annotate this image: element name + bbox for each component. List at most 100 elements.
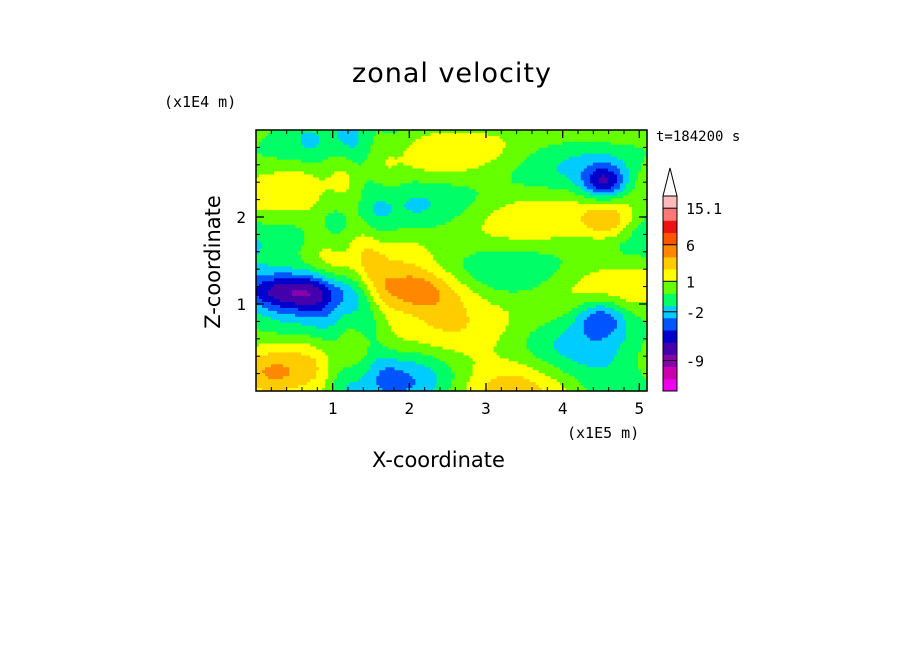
heatmap-cell xyxy=(256,130,260,134)
heatmap-cell xyxy=(352,192,356,196)
heatmap-cell xyxy=(523,159,528,164)
heatmap-cell xyxy=(277,236,281,241)
heatmap-cell xyxy=(589,216,594,220)
heatmap-cell xyxy=(415,132,420,137)
heatmap-cell xyxy=(607,210,612,214)
heatmap-cell xyxy=(625,207,630,211)
heatmap-cell xyxy=(595,135,600,140)
heatmap-cell xyxy=(517,144,522,149)
heatmap-cell xyxy=(304,174,308,179)
heatmap-cell xyxy=(535,165,540,170)
heatmap-cell xyxy=(451,210,456,214)
heatmap-cell xyxy=(589,233,594,238)
heatmap-cell xyxy=(289,192,293,196)
heatmap-cell xyxy=(544,207,549,211)
heatmap-cell xyxy=(466,132,471,137)
heatmap-cell xyxy=(283,195,287,199)
heatmap-cell xyxy=(490,159,495,164)
heatmap-cell xyxy=(565,230,570,235)
heatmap-cell xyxy=(544,221,549,226)
heatmap-cell xyxy=(349,192,353,196)
heatmap-cell xyxy=(544,171,549,176)
heatmap-cell xyxy=(511,221,516,226)
heatmap-cell xyxy=(544,144,549,149)
heatmap-cell xyxy=(262,183,266,187)
heatmap-cell xyxy=(445,144,450,149)
heatmap-cell xyxy=(418,168,423,173)
heatmap-cell xyxy=(361,171,365,176)
heatmap-cell xyxy=(523,233,528,238)
heatmap-cell xyxy=(610,224,615,229)
heatmap-cell xyxy=(319,216,323,220)
heatmap-cell xyxy=(532,207,537,211)
heatmap-cell xyxy=(310,132,314,137)
heatmap-cell xyxy=(493,224,498,229)
heatmap-cell xyxy=(337,159,341,164)
heatmap-cell xyxy=(418,156,423,161)
heatmap-cell xyxy=(325,171,329,176)
heatmap-cell xyxy=(592,171,597,176)
heatmap-cell xyxy=(517,150,522,155)
heatmap-cell xyxy=(406,132,410,137)
heatmap-cell xyxy=(577,204,582,208)
heatmap-cell xyxy=(577,156,582,161)
heatmap-cell xyxy=(640,141,645,146)
heatmap-cell xyxy=(565,180,570,184)
heatmap-cell xyxy=(631,144,636,149)
heatmap-cell xyxy=(541,195,546,199)
heatmap-cell xyxy=(349,236,353,241)
heatmap-cell xyxy=(406,147,410,152)
heatmap-cell xyxy=(601,147,606,152)
heatmap-cell xyxy=(484,153,489,158)
heatmap-cell xyxy=(553,165,558,170)
heatmap-cell xyxy=(352,147,356,152)
heatmap-cell xyxy=(295,183,299,187)
heatmap-cell xyxy=(493,174,498,179)
heatmap-cell xyxy=(490,210,495,214)
heatmap-cell xyxy=(598,162,603,167)
heatmap-cell xyxy=(274,132,278,137)
heatmap-cell xyxy=(337,177,341,182)
heatmap-cell xyxy=(454,210,459,214)
heatmap-cell xyxy=(553,162,558,167)
heatmap-cell xyxy=(484,221,489,226)
heatmap-cell xyxy=(448,230,453,235)
heatmap-cell xyxy=(367,165,371,170)
heatmap-cell xyxy=(334,230,338,235)
heatmap-cell xyxy=(541,168,546,173)
heatmap-cell xyxy=(442,230,447,235)
heatmap-cell xyxy=(625,221,630,226)
heatmap-cell xyxy=(607,204,612,208)
heatmap-cell xyxy=(475,213,480,217)
heatmap-cell xyxy=(508,210,513,214)
heatmap-cell xyxy=(619,180,624,184)
heatmap-cell xyxy=(640,144,645,149)
heatmap-cell xyxy=(343,221,347,226)
heatmap-cell xyxy=(637,213,642,217)
heatmap-cell xyxy=(469,221,474,226)
heatmap-cell xyxy=(520,153,525,158)
heatmap-cell xyxy=(490,216,495,220)
heatmap-cell xyxy=(574,150,579,155)
heatmap-cell xyxy=(403,210,407,214)
heatmap-cell xyxy=(496,177,501,182)
heatmap-cell xyxy=(634,135,639,140)
heatmap-cell xyxy=(295,174,299,179)
heatmap-cell xyxy=(304,156,308,161)
heatmap-cell xyxy=(268,207,272,211)
heatmap-cell xyxy=(547,213,552,217)
heatmap-cell xyxy=(604,233,609,238)
heatmap-cell xyxy=(460,227,465,232)
heatmap-cell xyxy=(280,177,284,182)
heatmap-cell xyxy=(523,147,528,152)
heatmap-cell xyxy=(355,165,359,170)
heatmap-cell xyxy=(550,230,555,235)
heatmap-cell xyxy=(526,159,531,164)
heatmap-cell xyxy=(448,138,453,143)
heatmap-cell xyxy=(349,233,353,238)
heatmap-cell xyxy=(436,201,441,205)
heatmap-cell xyxy=(583,227,588,232)
heatmap-cell xyxy=(643,210,648,214)
heatmap-cell xyxy=(409,189,413,193)
heatmap-cell xyxy=(331,171,335,176)
